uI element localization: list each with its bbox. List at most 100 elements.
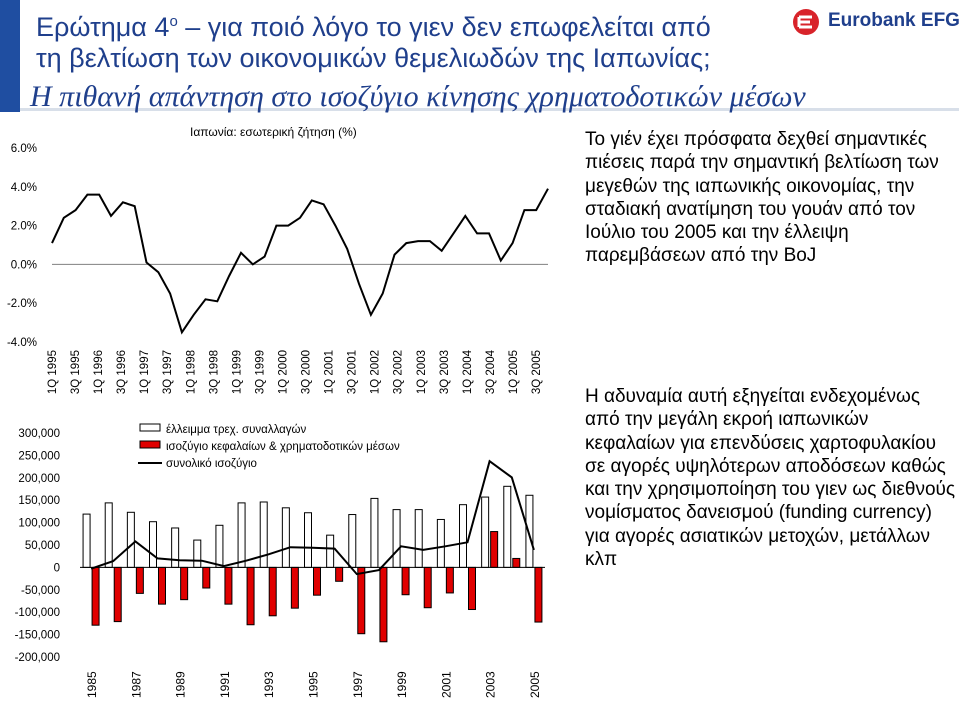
line-chart-xtick-label: 3Q 1996 <box>116 350 128 394</box>
line-chart-xtick-label: 1Q 2001 <box>324 350 336 394</box>
line-chart-xtick-label: 1Q 1998 <box>185 350 197 394</box>
line-chart-xtick-label: 1Q 1999 <box>231 350 243 394</box>
bar-chart-xtick-label: 1993 <box>262 671 276 698</box>
question-line1-rest: – για ποιό λόγο το γιεν δεν επωφελείται … <box>177 12 711 42</box>
line-chart-series-label: Ιαπωνία: εσωτερική ζήτηση (%) <box>190 125 357 139</box>
subtitle: Η πιθανή απάντηση στο ισοζύγιο κίνησης χ… <box>30 80 806 113</box>
header-accent-bar <box>0 0 20 112</box>
line-chart-xtick-label: 3Q 2004 <box>485 349 497 394</box>
bar-chart-ytick-label: -100,000 <box>15 607 60 619</box>
line-chart-xtick-label: 1Q 1995 <box>47 350 59 394</box>
capital-account-bar <box>91 566 100 626</box>
capital-account-bar <box>490 531 499 568</box>
balance-bar-chart: 300,000 250,000 200,000 150,000 100,000 50,00… <box>15 423 545 698</box>
current-account-bar <box>82 513 91 568</box>
bar-chart-ytick-label: 100,000 <box>18 518 60 530</box>
current-account-bar <box>126 511 135 568</box>
logo-text: Eurobank EFG <box>828 10 959 31</box>
legend-label: συνολικό ισοζύγιο <box>166 458 257 470</box>
capital-account-bar <box>268 566 277 617</box>
line-chart-ytick-label: -4.0% <box>7 337 37 349</box>
current-account-bar <box>392 509 401 568</box>
capital-account-bar <box>158 566 166 605</box>
capital-account-bar <box>401 566 410 596</box>
capital-account-bar <box>534 566 543 623</box>
bar-chart-xtick-label: 2001 <box>439 671 453 698</box>
bar-chart-xtick-label: 2005 <box>528 671 542 698</box>
legend-bar-swatch <box>139 440 161 449</box>
line-chart-ytick-label: 2.0% <box>11 221 37 233</box>
line-chart-xtick-label: 1Q 2002 <box>370 350 382 394</box>
capital-account-bar <box>202 566 211 589</box>
bar-chart-ytick-label: -200,000 <box>15 652 60 664</box>
current-account-bar <box>104 502 113 568</box>
question-superscript: ο <box>169 13 178 30</box>
legend-bar-swatch <box>139 423 161 432</box>
current-account-bar <box>171 527 180 568</box>
current-account-bar <box>370 497 379 568</box>
capital-account-bar <box>512 557 521 568</box>
capital-account-bar <box>135 566 144 594</box>
total-balance-series-line <box>90 459 535 576</box>
current-account-bar <box>348 514 357 568</box>
question-prefix: Ερώτημα 4 <box>36 12 170 42</box>
current-account-bar <box>503 485 512 568</box>
bar-chart-xtick-label: 1987 <box>129 671 143 698</box>
capital-account-bar <box>423 566 432 609</box>
line-chart-ytick-label: 0.0% <box>11 259 37 271</box>
bar-chart-ytick-label: 0 <box>54 562 60 574</box>
line-chart-ytick-label: -2.0% <box>7 298 37 310</box>
line-chart-xtick-label: 3Q 1997 <box>162 350 174 394</box>
bar-chart-ytick-label: 200,000 <box>18 473 60 485</box>
current-account-bar <box>259 501 268 568</box>
bar-chart-ytick-label: 300,000 <box>18 428 60 440</box>
bar-chart-xtick-label: 1989 <box>174 671 188 698</box>
capital-account-bar <box>113 566 122 623</box>
capital-account-bar <box>468 566 476 611</box>
current-account-bar <box>237 502 246 568</box>
capital-account-bar <box>180 566 189 601</box>
line-chart-xtick-label: 1Q 1996 <box>93 350 105 394</box>
line-chart-ytick-label: 6.0% <box>11 143 37 155</box>
line-chart-xtick-label: 3Q 1999 <box>254 350 266 394</box>
line-chart-xtick-label: 1Q 2005 <box>508 350 520 394</box>
current-account-bar <box>149 521 157 568</box>
commentary-paragraph-2: Η αδυναμία αυτή εξηγείται ενδεχομένως απ… <box>585 386 956 571</box>
capital-account-bar <box>445 566 454 594</box>
line-chart-xtick-label: 3Q 2003 <box>439 350 451 394</box>
line-chart-xtick-label: 3Q 2005 <box>531 350 543 394</box>
capital-account-bar <box>357 566 366 635</box>
question-title: Ερώτημα 4ο – για ποιό λόγο το γιεν δεν ε… <box>36 6 776 74</box>
bar-chart-xtick-label: 1997 <box>351 671 365 698</box>
current-account-bar <box>215 524 224 568</box>
line-chart-xtick-label: 1Q 2000 <box>277 350 289 394</box>
current-account-bar <box>525 494 534 568</box>
eurobank-logo-icon <box>793 9 819 35</box>
bar-chart-xtick-label: 2003 <box>484 671 498 698</box>
legend-label: έλλειμμα τρεχ. συναλλαγών <box>166 424 307 436</box>
domestic-demand-line-chart: 6.0% 4.0% 2.0% 0.0% -2.0% -4.0% Ιαπωνία: εσωτε… <box>7 125 549 394</box>
current-account-bar <box>281 507 290 568</box>
bar-chart-xtick-label: 1995 <box>307 671 321 698</box>
line-chart-xtick-label: 3Q 1998 <box>208 350 220 394</box>
current-account-bar <box>436 518 445 568</box>
line-chart-xtick-label: 1Q 1997 <box>139 350 151 394</box>
question-line2: τη βελτίωση των οικονομικών θεμελιωδών τ… <box>36 43 711 73</box>
capital-account-bar <box>379 566 388 643</box>
capital-account-bar <box>290 566 299 609</box>
current-account-bar <box>459 504 467 568</box>
current-account-bar <box>326 534 335 568</box>
bar-chart-ytick-label: 250,000 <box>18 450 60 462</box>
bar-chart-xtick-label: 1985 <box>85 671 99 698</box>
legend-label: ισοζύγιο κεφαλαίων & χρηματοδοτικών μέσω… <box>166 441 400 453</box>
line-chart-xtick-label: 3Q 2002 <box>393 350 405 394</box>
capital-account-bar <box>224 566 233 605</box>
bar-chart-xtick-label: 1991 <box>218 671 232 698</box>
current-account-bar <box>193 539 202 568</box>
bar-chart-xtick-label: 1999 <box>395 671 409 698</box>
line-chart-xtick-label: 3Q 2000 <box>301 350 313 394</box>
bar-chart-ytick-label: 50,000 <box>25 540 60 552</box>
line-chart-xtick-label: 3Q 2001 <box>347 350 359 394</box>
line-chart-xtick-label: 3Q 1995 <box>70 350 82 394</box>
